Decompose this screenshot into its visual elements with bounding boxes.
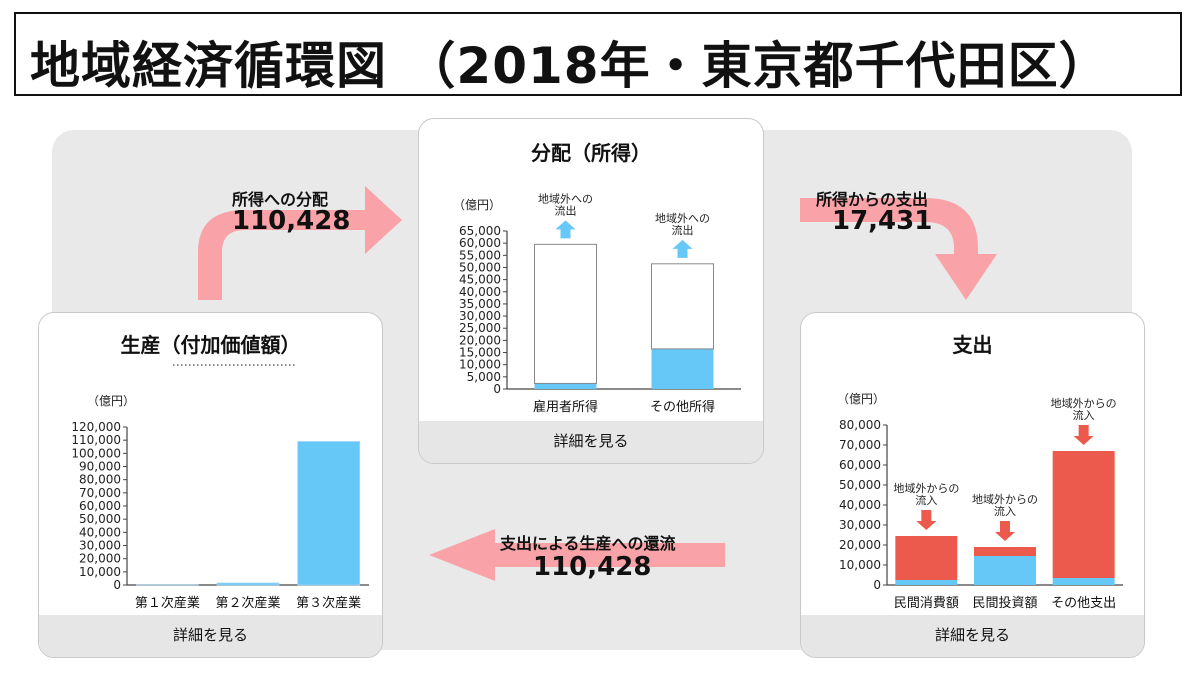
production-return-arrow: [429, 529, 725, 581]
y-tick-label: 90,000: [79, 460, 121, 474]
bar-segment: [651, 263, 714, 350]
bar-annotation: 流入: [994, 504, 1016, 518]
bar-annotation: 流入: [915, 493, 937, 507]
distribution-title: 分配（所得）: [531, 141, 651, 165]
inflow-arrow-icon: [1073, 425, 1094, 445]
y-tick-label: 20,000: [839, 538, 881, 552]
bar: [216, 582, 280, 586]
bar-segment: [651, 348, 714, 389]
y-tick-label: 80,000: [79, 473, 121, 487]
y-tick-label: 0: [493, 382, 501, 396]
inflow-arrow-icon: [916, 510, 937, 530]
y-tick-label: 80,000: [839, 418, 881, 432]
category-label: 雇用者所得: [533, 399, 598, 415]
y-tick-label: 10,000: [459, 358, 501, 372]
bar-annotation: 流出: [672, 223, 694, 237]
y-tick-label: 30,000: [839, 518, 881, 532]
y-tick-label: 110,000: [71, 433, 121, 447]
y-tick-label: 120,000: [71, 420, 121, 434]
category-label: 第１次産業: [135, 595, 200, 611]
production-title: 生産（付加価値額）: [120, 333, 301, 357]
y-tick-label: 65,000: [459, 224, 501, 238]
expenditure-from-income-label: 所得からの支出: [816, 190, 929, 209]
category-label: その他所得: [650, 399, 715, 415]
title-box: 地域経済循環図 （2018年・東京都千代田区）: [14, 12, 1182, 96]
bar-segment: [974, 547, 1036, 556]
y-tick-label: 30,000: [79, 539, 121, 553]
y-tick-label: 0: [113, 578, 121, 592]
outflow-arrow-icon: [555, 220, 576, 239]
y-tick-label: 60,000: [459, 236, 501, 250]
bar-annotation: 地域外への: [538, 192, 593, 205]
production-return-label: 支出による生産への還流: [500, 534, 676, 553]
y-tick-label: 40,000: [839, 498, 881, 512]
income-distribution-arrow: [198, 186, 402, 300]
y-tick-label: 45,000: [459, 273, 501, 287]
bar-annotation: 地域外からの: [893, 482, 959, 495]
expenditure-card: 支出 （億円） 0 10,000 20,000 30,000 40,000 50,000 60…: [800, 312, 1145, 658]
bar-segment: [895, 580, 958, 585]
y-tick-label: 30,000: [459, 309, 501, 323]
production-card: 生産（付加価値額） （億円） 0 10,000 20,000 30,000 40,000 5…: [38, 312, 383, 658]
income-distribution-value: 110,428: [232, 206, 351, 236]
y-tick-label: 100,000: [71, 446, 121, 460]
y-tick-label: 50,000: [79, 512, 121, 526]
y-tick-label: 0: [873, 578, 881, 592]
y-tick-label: 55,000: [459, 248, 501, 262]
y-tick-label: 10,000: [839, 558, 881, 572]
bar-annotation: 地域外への: [655, 212, 710, 225]
inflow-arrow-icon: [995, 521, 1015, 541]
production-chart: （億円） 010,00020,00030,00040,00050,00060,00…: [71, 364, 369, 611]
y-tick-label: 25,000: [459, 321, 501, 335]
category-label: 民間消費額: [894, 596, 959, 611]
bar-annotation: 流出: [555, 203, 577, 217]
y-tick-label: 60,000: [79, 499, 121, 513]
y-tick-label: 5,000: [467, 370, 501, 384]
y-tick-label: 35,000: [459, 297, 501, 311]
expenditure-title: 支出: [952, 333, 993, 357]
production-details-button[interactable]: 詳細を見る: [39, 615, 382, 657]
bar-segment: [1052, 451, 1115, 578]
outflow-arrow-icon: [672, 239, 693, 258]
y-unit-label: （億円）: [837, 392, 885, 406]
bar-annotation: 地域外からの: [972, 493, 1038, 506]
y-tick-label: 50,000: [459, 260, 501, 274]
category-label: 第３次産業: [296, 595, 361, 611]
expenditure-details-button[interactable]: 詳細を見る: [801, 615, 1144, 657]
y-unit-label: （億円）: [453, 198, 501, 212]
y-tick-label: 70,000: [79, 486, 121, 500]
y-tick-label: 60,000: [839, 458, 881, 472]
y-tick-label: 70,000: [839, 438, 881, 452]
bar-annotation: 地域外からの: [1051, 397, 1117, 410]
income-distribution-label: 所得への分配: [232, 190, 329, 209]
y-tick-label: 20,000: [79, 552, 121, 566]
bar-segment: [974, 556, 1036, 585]
y-tick-label: 20,000: [459, 333, 501, 347]
bar-segment: [895, 536, 958, 580]
y-tick-label: 10,000: [79, 565, 121, 579]
expenditure-from-income-arrow: [800, 198, 997, 300]
bar-annotation: 流入: [1073, 408, 1095, 422]
y-tick-label: 15,000: [459, 346, 501, 360]
expenditure-chart: （億円） 0 10,000 20,000 30,000 40,000 50,000 60,00…: [837, 392, 1123, 611]
bar-segment: [534, 383, 597, 389]
production-return-value: 110,428: [533, 552, 652, 582]
category-label: その他支出: [1051, 596, 1116, 611]
bar-segment: [534, 243, 597, 384]
distribution-details-button[interactable]: 詳細を見る: [419, 421, 763, 463]
category-label: 第２次産業: [215, 595, 280, 611]
y-tick-label: 40,000: [79, 525, 121, 539]
bar: [297, 441, 361, 586]
bar-segment: [1052, 578, 1115, 585]
page-title: 地域経済循環図 （2018年・東京都千代田区）: [30, 37, 1110, 95]
category-label: 民間投資額: [972, 595, 1037, 611]
y-tick-label: 50,000: [839, 478, 881, 492]
expenditure-from-income-value: 17,431: [832, 206, 933, 236]
y-unit-label: （億円）: [87, 394, 135, 408]
distribution-chart: （億円） 05,00010,00015,00020,00025,00030,000…: [453, 192, 741, 415]
distribution-card: 分配（所得） （億円） 0 5,000 10,000 15,000 20,000 25,00…: [418, 118, 764, 464]
y-tick-label: 40,000: [459, 285, 501, 299]
